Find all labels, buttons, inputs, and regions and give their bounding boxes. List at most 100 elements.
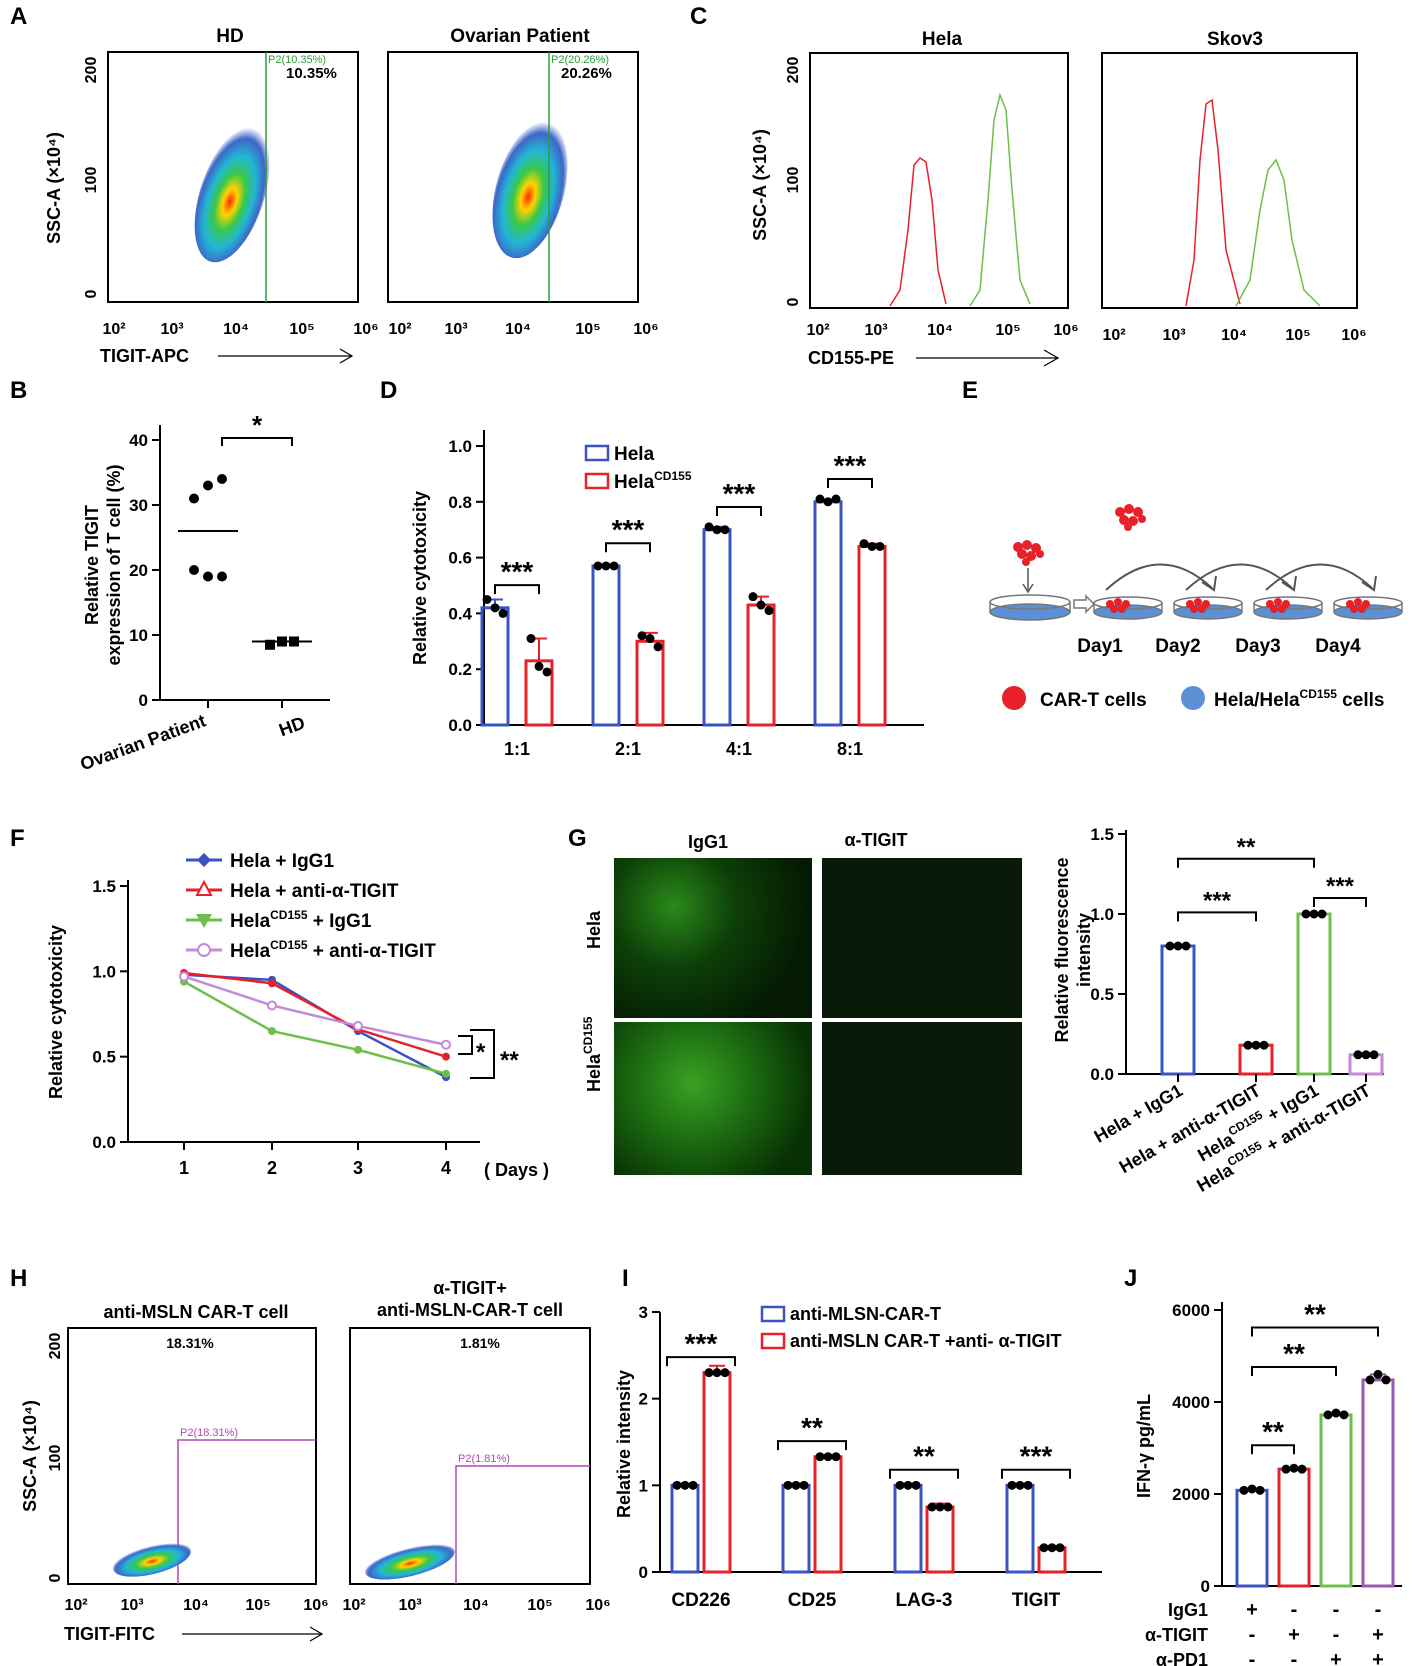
flow-a-ytick-100: 100 [83, 167, 100, 194]
bar [1005, 1483, 1035, 1574]
xtick: 10⁴ [463, 1597, 489, 1614]
sig-bracket [889, 1468, 959, 1479]
b-marks [178, 474, 312, 708]
sig-bracket [1251, 1366, 1337, 1377]
arrow-head [309, 1626, 324, 1642]
xtick: 10² [388, 321, 411, 338]
bar [1160, 944, 1196, 1076]
bar [857, 544, 887, 727]
xtick: 10⁵ [289, 321, 314, 338]
data-point [268, 979, 276, 988]
xtick: 10⁴ [927, 322, 953, 339]
data-point [1331, 1408, 1341, 1418]
micrograph-hela-tigit [822, 858, 1022, 1018]
xtick: 10⁴ [183, 1597, 209, 1614]
dish-icon [1093, 603, 1163, 612]
gate-pct-ovarian: 20.26% [561, 65, 612, 82]
data-point [482, 594, 492, 604]
micrograph-hela-cd155-tigit [822, 1022, 1022, 1175]
hist-plot-hela [809, 52, 1069, 309]
x-tick-label: CD226 [671, 1590, 730, 1611]
treatment-sign: - [1333, 1599, 1340, 1621]
hist-curve-skov3-cd155 [1235, 158, 1321, 307]
series-line [183, 971, 447, 1058]
b-sig-bracket [221, 437, 293, 446]
f-sig-bracket [470, 1029, 495, 1079]
panel-letter-f: F [10, 825, 25, 852]
panel-letter-b: B [10, 377, 27, 404]
bar [1361, 1378, 1395, 1588]
xtick: 10³ [1162, 327, 1185, 344]
xtick: 10³ [160, 321, 183, 338]
x-tick-label: TIGIT [1012, 1590, 1061, 1611]
bar [781, 1483, 811, 1574]
xtick: 10⁵ [995, 322, 1020, 339]
treatment-sign: + [1246, 1599, 1258, 1621]
y-tick-label: 1.5 [1090, 825, 1114, 844]
data-point [653, 642, 663, 652]
data-point [268, 1027, 276, 1036]
hist-curve-skov3-isotype [1185, 98, 1241, 307]
y-tick-label: 0.6 [448, 549, 472, 568]
sig-label: ** [1304, 1298, 1326, 1329]
h-ytick-0: 0 [47, 1573, 64, 1582]
f-ylabel: Relative cytotoxicity [46, 925, 66, 1099]
i-legend-2: anti-MSLN CAR-T +anti- α-TIGIT [790, 1331, 1062, 1351]
data-point [1353, 1050, 1363, 1060]
data-point [720, 1368, 730, 1378]
data-point [1239, 1485, 1249, 1495]
sig-label: ** [1237, 834, 1256, 861]
x-tick-label: 4 [441, 1158, 451, 1178]
data-point [265, 639, 275, 650]
day-label: Day4 [1315, 636, 1361, 657]
panel-e: E Day1 Day2 Day3 Day4 CAR-T cells Hela/Hela… [962, 377, 1403, 711]
bar [746, 603, 776, 727]
data-point [1309, 909, 1319, 919]
gate-label-hd: P2(10.35%) [268, 54, 326, 66]
h-gate-left [177, 1439, 316, 1584]
xtick: 10⁶ [1053, 322, 1078, 339]
data-point [1365, 1375, 1375, 1385]
car-cell-icon [1190, 605, 1198, 613]
data-point [267, 1000, 277, 1011]
transfer-arrows [1105, 563, 1377, 592]
treatment-sign: + [1330, 1649, 1342, 1666]
series-line [183, 980, 447, 1075]
x-tick-label: 4:1 [726, 739, 752, 759]
day-label: Day1 [1077, 636, 1123, 657]
sig-label: *** [685, 1328, 718, 1359]
h-title-right-2: anti-MSLN-CAR-T cell [377, 1300, 563, 1320]
h-plot-right [349, 1327, 591, 1585]
legend-marker [197, 853, 211, 867]
sig-bracket [1313, 897, 1367, 907]
panel-b: B 0 10 20 30 40 Relative TIGIT expression of… [10, 377, 330, 774]
data-point [217, 571, 227, 582]
sig-label: ** [1283, 1338, 1305, 1369]
sig-label: ** [801, 1412, 823, 1443]
curved-arrow-icon [1105, 563, 1213, 591]
y-tick-label: 0.0 [448, 716, 472, 735]
flow-title-hd: HD [216, 26, 243, 47]
treatment-label: α-TIGIT [1145, 1625, 1208, 1645]
y-tick-label: 0.5 [1090, 985, 1114, 1004]
data-point [704, 522, 714, 532]
i-y-ticks: 0 1 2 3 [639, 1303, 660, 1582]
y-tick-label: 0.5 [92, 1048, 116, 1067]
day-label: Day3 [1235, 636, 1280, 657]
panel-h: H anti-MSLN CAR-T cell α-TIGIT+ anti-MSL… [10, 1265, 611, 1644]
panel-a: A HD Ovarian Patient P2(10.35%) 10.35% P… [10, 3, 659, 366]
data-point [542, 667, 552, 677]
car-cell-icon [1118, 605, 1126, 613]
x-tick-label: LAG-3 [896, 1590, 953, 1611]
data-point [442, 1069, 450, 1078]
i-ylabel: Relative intensity [614, 1370, 634, 1518]
data-point [1369, 1050, 1379, 1060]
h-pct-right: 1.81% [460, 1335, 500, 1351]
dish-icon [1173, 603, 1243, 612]
x-tick-label: 8:1 [837, 739, 863, 759]
data-point [189, 493, 199, 504]
y-tick-label: 1 [639, 1476, 648, 1495]
y-tick-label: 30 [129, 496, 148, 515]
sig-label: *** [501, 556, 534, 587]
